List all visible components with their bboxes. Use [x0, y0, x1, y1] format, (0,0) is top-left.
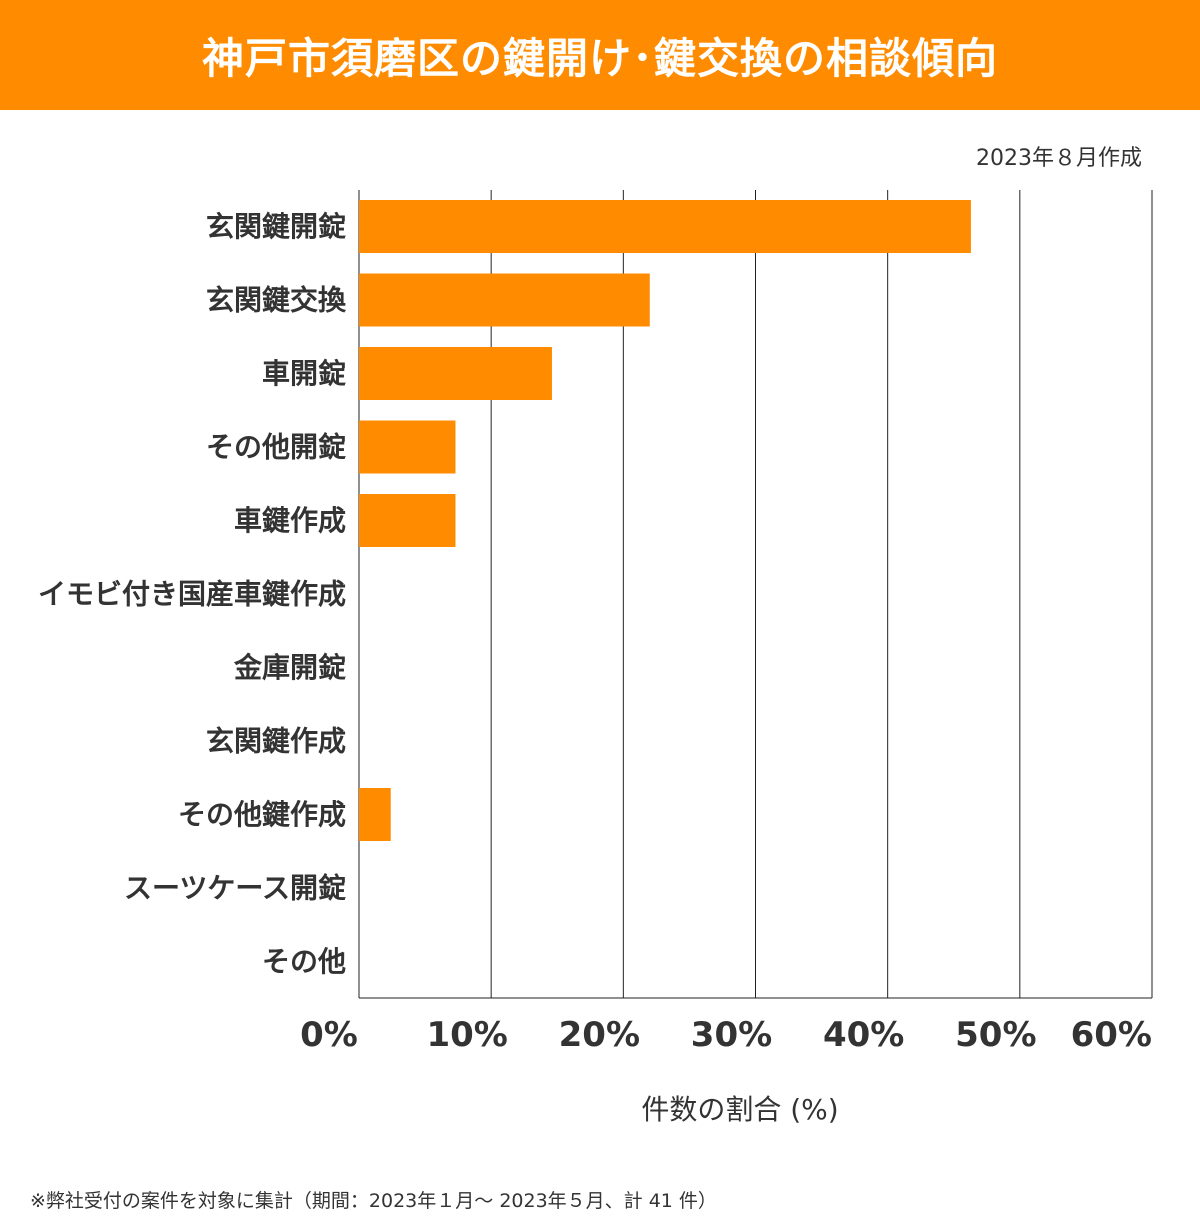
bar-0 — [359, 200, 971, 253]
x-tick-labels: 0% 10% 20% 30% 40% 50% 60% — [300, 1015, 1152, 1055]
category-label-2: 車開錠 — [262, 357, 346, 390]
bars — [359, 200, 971, 841]
x-axis-title: 件数の割合 (%) — [641, 1093, 839, 1126]
category-label-1: 玄関鍵交換 — [206, 284, 347, 317]
category-label-5: イモビ付き国産車鍵作成 — [38, 578, 346, 611]
category-label-6: 金庫開錠 — [233, 651, 346, 684]
bar-8 — [359, 788, 391, 841]
category-label-0: 玄関鍵開錠 — [206, 210, 346, 243]
category-label-7: 玄関鍵作成 — [206, 725, 346, 758]
category-label-4: 車鍵作成 — [234, 504, 346, 537]
x-tick-label-1: 10% — [426, 1015, 507, 1055]
x-tick-label-2: 20% — [559, 1015, 640, 1055]
category-labels: 玄関鍵開錠玄関鍵交換車開錠その他開錠車鍵作成イモビ付き国産車鍵作成金庫開錠玄関鍵… — [38, 210, 347, 978]
x-tick-label-6: 60% — [1071, 1015, 1152, 1055]
footnote: ※弊社受付の案件を対象に集計（期間：2023年１月～ 2023年５月、計 41 … — [30, 1190, 717, 1212]
category-label-8: その他鍵作成 — [178, 798, 346, 831]
bar-4 — [359, 494, 456, 547]
created-date: 2023年８月作成 — [976, 146, 1142, 171]
title-bar: 神戸市須磨区の鍵開け･鍵交換の相談傾向 — [0, 0, 1200, 110]
x-tick-label-0: 0% — [300, 1015, 358, 1055]
bar-3 — [359, 420, 456, 474]
bar-2 — [359, 347, 552, 400]
category-label-9: スーツケース開錠 — [124, 872, 346, 905]
category-label-10: その他 — [262, 945, 346, 978]
category-label-3: その他開錠 — [206, 431, 346, 464]
chart-title: 神戸市須磨区の鍵開け･鍵交換の相談傾向 — [201, 33, 998, 83]
x-tick-label-5: 50% — [955, 1015, 1036, 1055]
x-tick-label-3: 30% — [691, 1015, 772, 1055]
x-tick-label-4: 40% — [823, 1015, 904, 1055]
bar-1 — [359, 273, 650, 327]
